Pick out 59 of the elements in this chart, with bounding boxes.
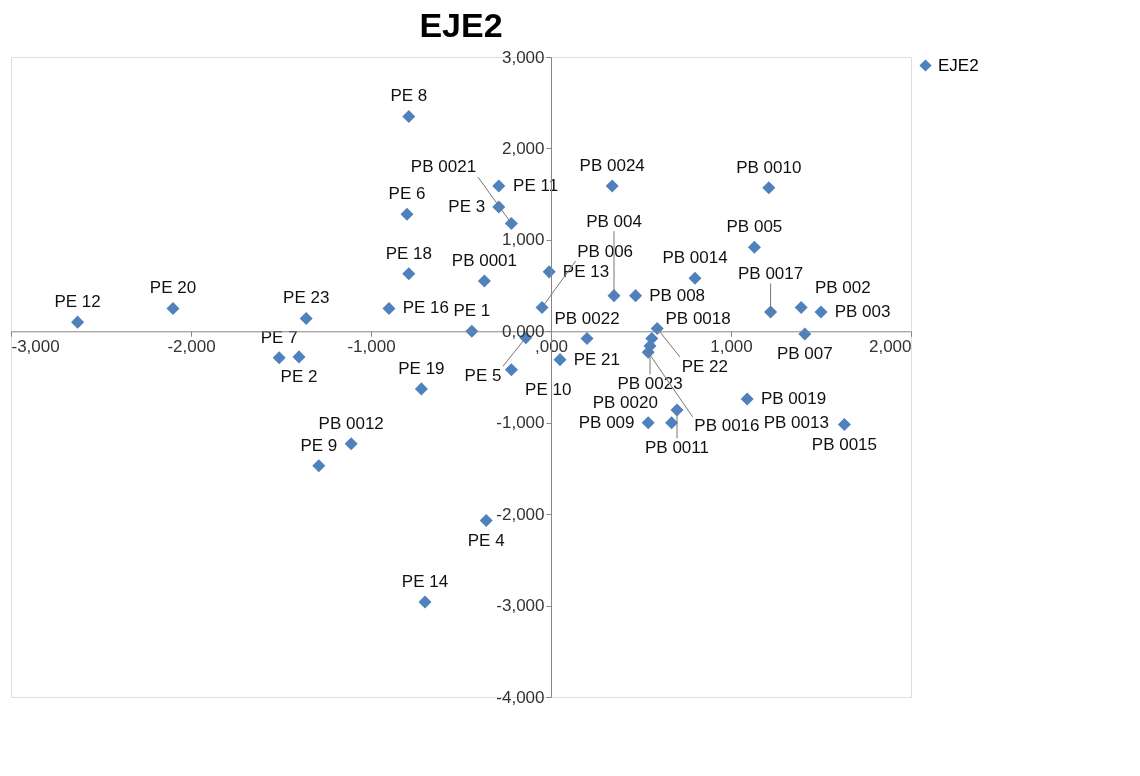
annotation: PB 0010 [736,157,802,177]
annotation: PE 21 [573,349,620,369]
x-tick-label: -2,000 [167,336,216,356]
annotation: PB 002 [814,277,871,297]
annotation: PB 009 [578,412,635,432]
annotation: PB 0016 [694,416,760,436]
x-tick-label: 1,000 [710,336,753,356]
annotation: PE 18 [385,243,432,263]
y-tick-label: 1,000 [501,230,545,250]
annotation: PB 0015 [811,434,878,454]
annotation: PE 5 [464,365,502,385]
annotation: PB 0020 [592,392,658,412]
annotation: PE 9 [300,435,338,455]
annotation: PB 0022 [554,308,620,328]
annotation: PE 23 [283,288,330,308]
annotation: PE 19 [398,358,445,378]
annotation: PE 2 [280,366,318,386]
y-tick-label: 3,000 [501,47,545,67]
y-tick-label: 2,000 [501,138,545,158]
annotation: PE 1 [453,301,491,321]
annotation: PB 0017 [737,264,804,284]
annotation: PB 006 [577,241,634,261]
annotation: PE 22 [681,356,728,376]
x-tick-label: 2,000 [868,336,912,356]
annotation: PE 14 [401,571,449,591]
annotation: PE 4 [467,530,505,550]
annotation: PE 7 [260,327,298,347]
y-tick-label: -2,000 [496,504,545,524]
annotation: PB 003 [834,302,891,322]
y-tick-label: -4,000 [496,687,545,707]
annotation: PE 16 [402,298,449,318]
annotation: PE 10 [525,379,572,399]
annotation: PB 004 [586,211,642,231]
annotation: PB 0001 [451,251,518,270]
chart-title: EJE2 [419,6,503,44]
annotation: PB 0024 [579,155,645,175]
annotation: PB 0012 [318,413,384,433]
annotation: PB 0013 [763,412,829,432]
annotation: PE 6 [388,184,426,204]
annotation: PE 13 [562,261,610,281]
annotation: PB 0023 [617,373,683,393]
annotation: PB 008 [649,285,706,305]
annotation: PE 3 [448,196,486,216]
y-tick-label: 0,000 [501,321,545,341]
annotation: PB 005 [726,217,783,237]
annotation: PB 0011 [645,437,709,457]
annotation: PB 0014 [662,248,728,268]
annotation: PB 007 [776,344,833,364]
x-tick-label: -1,000 [347,336,396,356]
x-tick-label: -3,000 [11,336,60,356]
legend-label: EJE2 [938,55,979,75]
annotation: PE 12 [54,292,101,312]
annotation: PB 0021 [410,157,477,177]
y-tick-label: -3,000 [496,596,545,616]
annotation: PB 0018 [665,308,731,328]
annotation: PE 20 [149,278,197,298]
y-tick-label: -1,000 [496,413,545,433]
annotation: PE 8 [390,86,428,106]
annotation: PB 0019 [760,388,827,408]
